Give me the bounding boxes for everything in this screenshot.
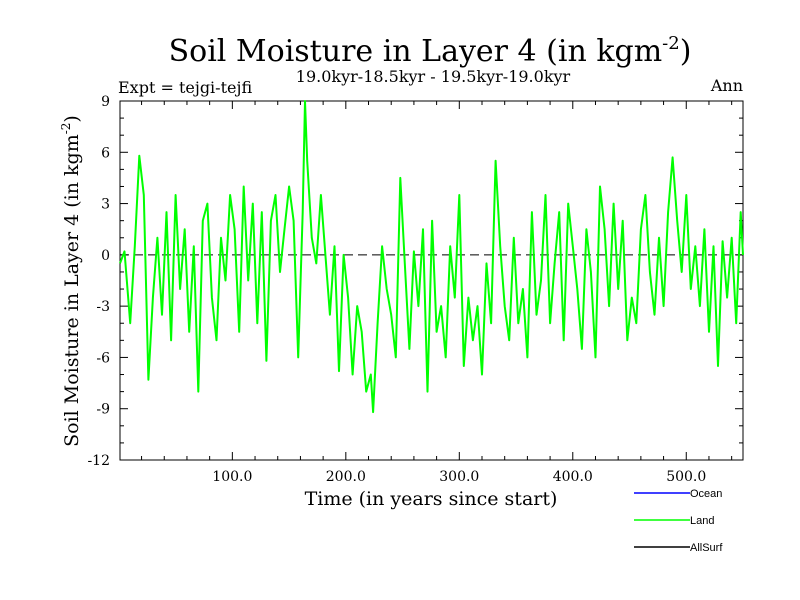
y-tick-label: 9 bbox=[101, 94, 110, 110]
legend-ocean-label: Ocean bbox=[690, 488, 722, 500]
y-tick-label: -9 bbox=[96, 402, 110, 418]
y-tick-label: -3 bbox=[96, 299, 110, 315]
land-series-line bbox=[119, 100, 744, 414]
x-tick-label: 100.0 bbox=[212, 469, 252, 485]
chart-title: Soil Moisture in Layer 4 (in kgm-2) bbox=[169, 33, 692, 69]
legend-land-label: Land bbox=[690, 515, 714, 527]
y-tick-label: -6 bbox=[96, 350, 110, 366]
season-label: Ann bbox=[710, 76, 743, 95]
plot-frame bbox=[119, 100, 744, 461]
x-axis: 100.0 200.0 300.0 400.0 500.0 bbox=[141, 101, 733, 485]
y-tick-label: 6 bbox=[101, 145, 110, 161]
x-tick-label: 200.0 bbox=[326, 469, 366, 485]
y-tick-label: -12 bbox=[87, 453, 110, 469]
plot-area: -12 -9 -6 -3 0 3 6 9 100.0 200.0 300.0 400.0 500.0 bbox=[87, 94, 744, 485]
y-axis-label: Soil Moisture in Layer 4 (in kgm-2) bbox=[59, 115, 83, 447]
chart-subtitle: 19.0kyr-18.5kyr - 19.5kyr-19.0kyr bbox=[296, 67, 571, 86]
y-tick-label: 3 bbox=[101, 197, 110, 213]
y-tick-label: 0 bbox=[101, 248, 110, 264]
legend: Ocean Land AllSurf bbox=[634, 488, 723, 554]
x-tick-label: 400.0 bbox=[553, 469, 593, 485]
legend-allsurf-label: AllSurf bbox=[690, 542, 723, 554]
x-axis-label: Time (in years since start) bbox=[305, 488, 558, 510]
experiment-label: Expt = tejgi-tejfi bbox=[118, 78, 252, 97]
y-axis: -12 -9 -6 -3 0 3 6 9 bbox=[87, 94, 743, 469]
x-tick-label: 500.0 bbox=[666, 469, 706, 485]
x-tick-label: 300.0 bbox=[439, 469, 479, 485]
